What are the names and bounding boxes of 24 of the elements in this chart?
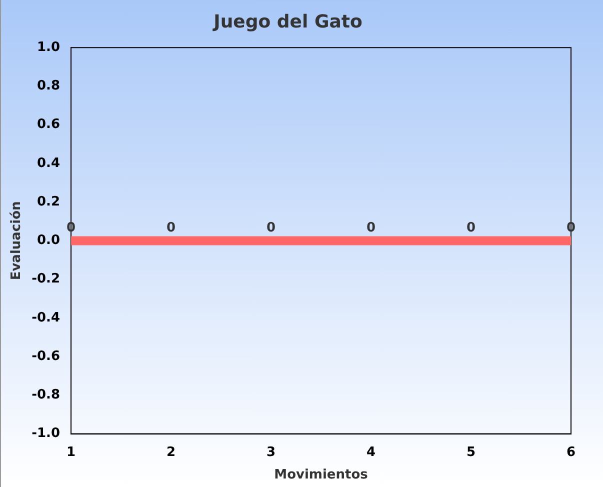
- data-label: 0: [266, 220, 276, 236]
- x-tick-label: 5: [466, 444, 476, 460]
- y-tick-label: 0.4: [36, 156, 60, 171]
- chart-title: Juego del Gato: [212, 11, 362, 32]
- y-tick-label: -0.2: [32, 272, 60, 287]
- y-tick-label: 1.0: [36, 40, 60, 55]
- data-label: 0: [366, 220, 376, 236]
- y-tick-label: -0.6: [32, 348, 60, 364]
- x-tick-label: 6: [566, 444, 576, 460]
- y-tick-label: -1.0: [32, 426, 60, 442]
- data-label: 0: [166, 220, 176, 236]
- y-tick-label: -0.4: [32, 310, 60, 326]
- y-axis-title: Evaluación: [9, 201, 24, 280]
- data-label: 0: [466, 220, 476, 236]
- y-tick-label: 0.8: [36, 78, 60, 94]
- y-tick-label: 0.6: [36, 117, 60, 132]
- x-axis-title: Movimientos: [274, 468, 368, 483]
- y-tick-label: 0.2: [36, 194, 60, 210]
- x-tick-label: 2: [166, 444, 176, 460]
- x-tick-label: 1: [66, 444, 76, 460]
- x-tick-label: 3: [266, 444, 276, 460]
- x-tick-label: 4: [366, 444, 376, 460]
- y-tick-label: -0.8: [32, 388, 60, 403]
- y-tick-label: 0.0: [36, 233, 60, 248]
